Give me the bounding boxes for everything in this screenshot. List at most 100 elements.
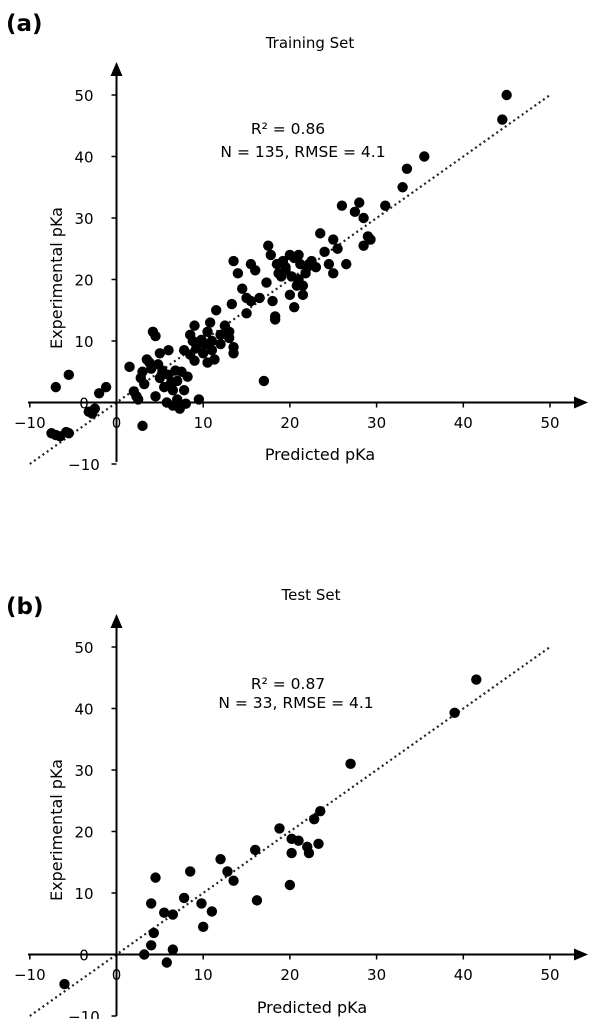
x-tick-label: 20 — [280, 414, 299, 432]
data-point — [284, 879, 296, 891]
data-point — [154, 348, 166, 359]
x-tick-label: −10 — [14, 414, 46, 432]
data-point — [254, 292, 265, 304]
y-axis-label: Experimental pKa — [47, 207, 66, 349]
data-point — [269, 311, 281, 322]
data-point — [341, 258, 352, 270]
data-point — [184, 866, 196, 877]
data-point — [226, 298, 238, 310]
x-tick-label: 0 — [112, 966, 122, 984]
data-point — [167, 909, 179, 920]
data-point — [419, 151, 430, 162]
data-point — [265, 249, 277, 261]
data-point — [182, 371, 193, 382]
x-axis-label: Predicted pKa — [257, 998, 367, 1017]
data-point — [332, 243, 343, 254]
data-point — [315, 806, 326, 817]
data-point — [380, 200, 391, 211]
data-point — [319, 246, 330, 258]
data-point — [303, 847, 315, 859]
data-point — [198, 348, 209, 359]
data-point — [204, 317, 216, 328]
data-point — [328, 268, 339, 279]
y-tick-label: 20 — [74, 824, 93, 842]
data-point — [401, 163, 413, 174]
data-point — [258, 375, 270, 387]
r-squared-text: R² = 0.87 — [251, 675, 325, 693]
y-tick-label: 40 — [74, 701, 93, 719]
data-point — [137, 366, 148, 377]
data-point — [202, 326, 213, 337]
data-point — [89, 403, 101, 414]
data-point — [171, 375, 183, 387]
data-point — [211, 305, 222, 316]
data-point — [237, 283, 248, 294]
data-point — [196, 898, 207, 909]
data-point — [328, 234, 339, 245]
data-point — [250, 844, 261, 856]
data-point — [449, 707, 460, 719]
data-point — [274, 823, 285, 834]
data-point — [289, 301, 300, 313]
y-tick-label: 40 — [74, 149, 93, 167]
data-point — [232, 268, 244, 279]
data-point — [293, 835, 304, 846]
data-point — [180, 398, 192, 409]
data-point — [315, 228, 326, 239]
data-point — [189, 355, 200, 366]
data-point — [206, 345, 218, 356]
data-point — [167, 385, 179, 396]
n-rmse-text: N = 135, RMSE = 4.1 — [220, 143, 385, 161]
y-tick-label: −10 — [68, 1008, 100, 1019]
y-tick-label: 0 — [79, 947, 89, 965]
data-point — [189, 320, 200, 331]
data-point — [313, 838, 324, 849]
data-point — [178, 892, 190, 904]
y-axis-arrow — [110, 614, 123, 628]
data-point — [59, 978, 70, 990]
x-axis-label: Predicted pKa — [265, 445, 375, 464]
data-point — [206, 906, 218, 917]
data-point — [358, 240, 369, 251]
data-point — [251, 895, 263, 906]
data-point — [198, 921, 209, 933]
data-point — [250, 265, 261, 276]
data-point — [93, 388, 105, 399]
data-point — [358, 212, 369, 224]
data-point — [158, 907, 170, 918]
data-point — [137, 420, 148, 432]
panel-label-a: (a) — [6, 11, 43, 37]
data-point — [150, 872, 161, 883]
data-point — [50, 381, 62, 393]
x-tick-label: 20 — [280, 966, 299, 984]
n-rmse-text: N = 33, RMSE = 4.1 — [218, 694, 373, 712]
data-point — [124, 361, 135, 373]
data-point — [336, 200, 348, 211]
y-tick-label: 30 — [74, 210, 93, 228]
x-tick-label: 10 — [194, 414, 213, 432]
data-point — [193, 394, 205, 405]
y-tick-label: 50 — [74, 639, 93, 657]
data-point — [63, 369, 75, 381]
x-tick-label: 40 — [454, 966, 473, 984]
data-point — [139, 949, 150, 960]
data-point — [148, 927, 159, 939]
data-point — [228, 875, 239, 886]
x-axis-arrow — [574, 396, 588, 409]
data-point — [365, 234, 376, 245]
y-axis-arrow — [110, 62, 123, 76]
data-point — [263, 240, 274, 251]
data-point — [241, 308, 252, 319]
x-tick-label: 0 — [112, 414, 122, 432]
data-point — [349, 206, 361, 218]
data-point — [139, 378, 150, 390]
x-tick-label: 50 — [540, 414, 559, 432]
data-point — [145, 940, 157, 951]
x-tick-label: 30 — [367, 414, 386, 432]
data-point — [132, 394, 144, 405]
data-point — [150, 330, 161, 342]
data-point — [293, 249, 304, 261]
data-point — [215, 338, 226, 350]
data-point — [161, 957, 172, 968]
data-point — [280, 262, 291, 273]
